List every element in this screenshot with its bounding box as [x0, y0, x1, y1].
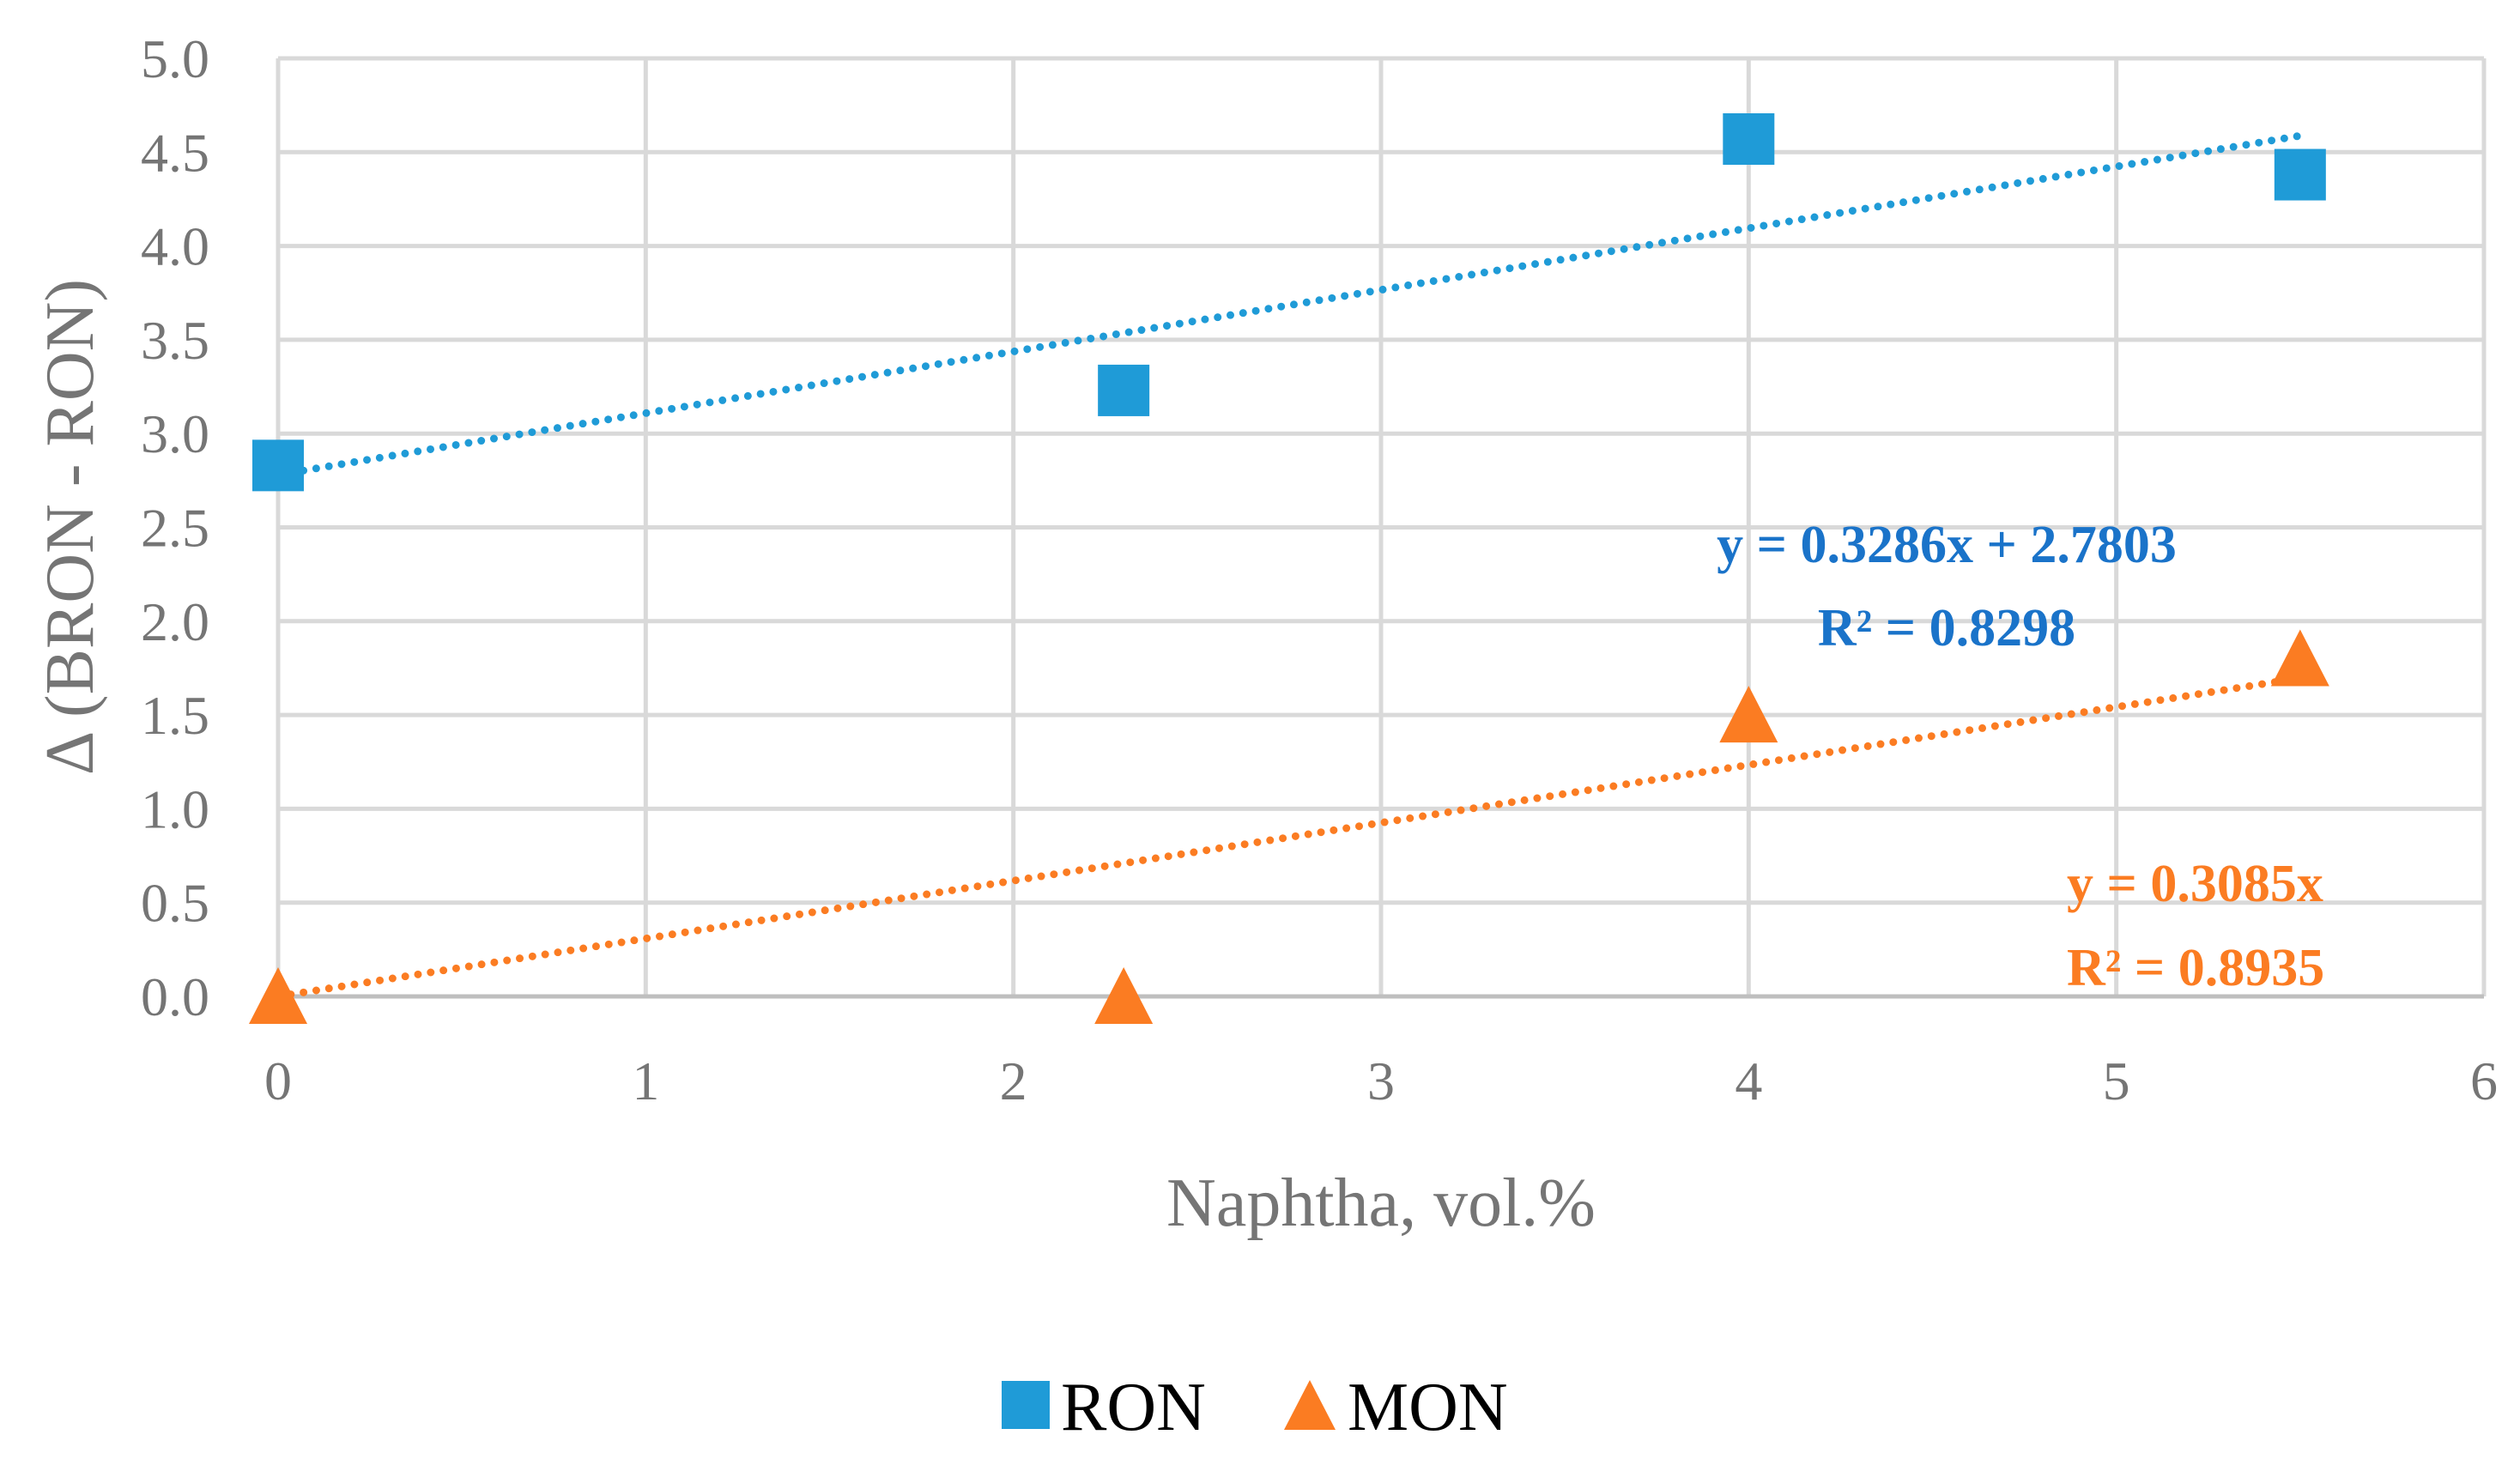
- y-tick-label: 0.0: [141, 966, 209, 1027]
- legend-ron-label: RON: [1061, 1370, 1206, 1445]
- ron-trendline-r2: R² = 0.8298: [1818, 599, 2075, 657]
- mon-point: [1719, 686, 1778, 743]
- ron-point: [1723, 112, 1775, 165]
- x-tick-label: 5: [2103, 1050, 2130, 1111]
- y-tick-label: 5.0: [141, 28, 209, 89]
- grid: [276, 56, 2487, 999]
- legend-mon-label: MON: [1348, 1370, 1508, 1445]
- ron-trendline-equation: y = 0.3286x + 2.7803: [1717, 516, 2177, 574]
- y-tick-label: 1.0: [141, 778, 209, 839]
- y-axis-title: Δ (BRON - RON): [33, 279, 108, 775]
- tick-labels: 0 1 2 3 4 5 6 0.0 0.5 1.0 1.5 2.0 2.5 3.0 3.5 4.0 4.5 5.0: [141, 28, 2498, 1111]
- mon-trendline-r2: R² = 0.8935: [2067, 939, 2324, 997]
- y-tick-label: 3.0: [141, 403, 209, 464]
- ron-trendline: [274, 131, 2305, 479]
- x-tick-label: 2: [1000, 1050, 1027, 1111]
- y-tick-label: 2.5: [141, 498, 209, 559]
- x-tick-label: 1: [632, 1050, 659, 1111]
- y-tick-label: 4.0: [141, 216, 209, 277]
- legend-ron-marker: [1002, 1381, 1050, 1429]
- y-tick-label: 4.5: [141, 122, 209, 183]
- y-tick-label: 2.0: [141, 591, 209, 652]
- ron-point: [2274, 148, 2326, 201]
- data-points: [249, 112, 2329, 1024]
- trendlines: [274, 131, 2305, 1001]
- mon-point: [1094, 967, 1154, 1024]
- mon-point: [249, 967, 307, 1024]
- ron-point: [1098, 364, 1150, 416]
- x-tick-label: 4: [1735, 1050, 1762, 1111]
- ron-point: [252, 439, 304, 492]
- x-tick-label: 3: [1367, 1050, 1395, 1111]
- x-axis-title: Naphtha, vol.%: [1166, 1165, 1596, 1241]
- x-tick-label: 6: [2470, 1050, 2498, 1111]
- y-tick-label: 1.5: [141, 685, 209, 746]
- legend: RON MON: [1002, 1370, 1508, 1445]
- mon-trendline-equation: y = 0.3085x: [2067, 855, 2323, 913]
- legend-mon-marker: [1284, 1380, 1336, 1430]
- mon-trendline: [274, 674, 2305, 1001]
- y-tick-label: 0.5: [141, 873, 209, 934]
- y-tick-label: 3.5: [141, 310, 209, 371]
- x-tick-label: 0: [264, 1050, 292, 1111]
- mon-point: [2270, 629, 2329, 687]
